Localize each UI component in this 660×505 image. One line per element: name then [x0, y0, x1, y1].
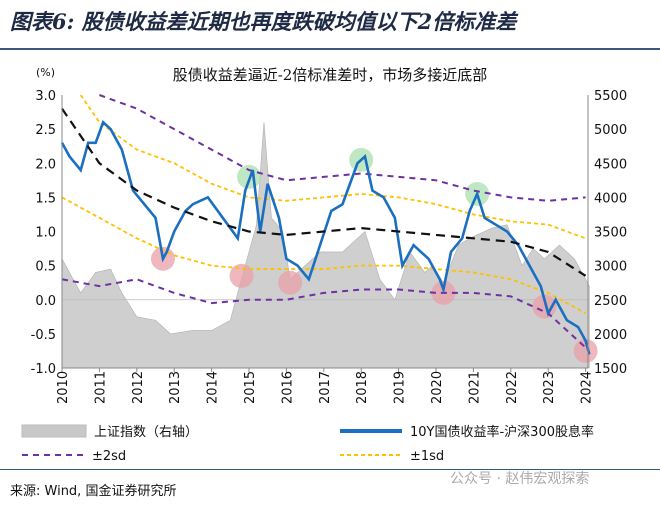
y-left-tick-label: 3.0: [35, 89, 56, 104]
chart-title: 股债收益差逼近-2倍标准差时，市场多接近底部: [173, 66, 488, 84]
y-right-tick-label: 4500: [594, 157, 627, 172]
x-tick-label: 2014: [206, 371, 221, 404]
x-tick-label: 2024: [580, 371, 595, 404]
bottom-highlight-circle: [573, 338, 598, 363]
x-tick-label: 2020: [430, 371, 445, 404]
x-tick-label: 2019: [393, 371, 408, 404]
x-tick-label: 2011: [93, 371, 108, 404]
y-right-tick-label: 4000: [594, 191, 627, 206]
y-right-tick-label: 5500: [594, 89, 627, 104]
y-right-tick-label: 2000: [594, 328, 627, 343]
figure-title: 图表6: 股债收益差近期也再度跌破均值以下2倍标准差: [10, 9, 517, 34]
legend-swatch-index: [21, 424, 87, 438]
legend-label-2sd: ±2sd: [92, 449, 126, 464]
legend-label-index: 上证指数（右轴）: [94, 425, 198, 440]
bottom-highlight-circle: [229, 263, 254, 288]
mean-line: [61, 108, 587, 277]
x-tick-label: 2016: [280, 371, 295, 404]
title-divider: [0, 48, 660, 50]
x-tick-label: 2015: [243, 371, 258, 404]
y-right-tick-label: 3500: [594, 226, 627, 241]
plus-1sd-line: [79, 94, 586, 240]
legend-label-1sd: ±1sd: [410, 449, 444, 464]
y-left-tick-label: 1.5: [35, 191, 56, 206]
y-right-tick-label: 5000: [594, 123, 627, 138]
y-left-unit: (%): [36, 66, 55, 79]
x-tick-label: 2021: [467, 371, 482, 404]
x-tick-label: 2013: [168, 371, 183, 404]
minus-2sd-line: [61, 278, 587, 349]
y-left-tick-label: 2.0: [35, 157, 56, 172]
watermark: 公众号 · 赵伟宏观探索: [450, 471, 590, 487]
x-tick-label: 2022: [505, 371, 520, 404]
x-tick-label: 2017: [318, 371, 333, 404]
x-tick-label: 2012: [131, 371, 146, 404]
index-area: [61, 122, 590, 369]
spread-line: [60, 120, 591, 355]
y-left-tick-label: -0.5: [31, 328, 56, 343]
legend-label-spread: 10Y国债收益率-沪深300股息率: [410, 424, 594, 440]
y-left-tick-label: 0.5: [35, 260, 56, 275]
x-tick-label: 2023: [542, 371, 557, 404]
y-left-tick-label: -1.0: [31, 362, 56, 377]
source-note: 来源: Wind, 国金证券研究所: [10, 484, 177, 499]
minus-1sd-line: [61, 196, 587, 315]
x-tick-label: 2018: [355, 371, 370, 404]
y-right-tick-label: 1500: [594, 362, 627, 377]
y-right-tick-label: 2500: [594, 294, 627, 309]
x-tick-label: 2010: [56, 371, 71, 404]
bottom-highlight-circle: [278, 270, 303, 295]
plus-2sd-line: [99, 94, 586, 202]
y-left-tick-label: 0.0: [35, 294, 56, 309]
y-left-tick-label: 1.0: [35, 226, 56, 241]
source-divider: [0, 469, 660, 470]
bottom-highlight-circle: [532, 294, 557, 319]
y-left-tick-label: 2.5: [35, 123, 56, 138]
y-right-tick-label: 3000: [594, 260, 627, 275]
